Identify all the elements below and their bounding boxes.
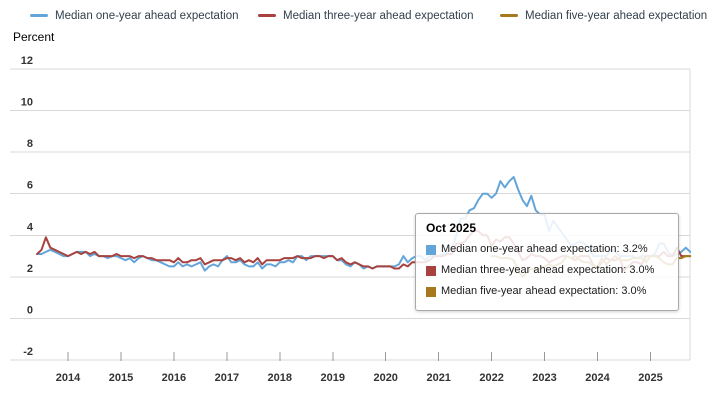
tooltip-row-text: Median five-year ahead expectation: 3.0% — [441, 285, 647, 297]
legend-item-three-year[interactable]: Median three-year ahead expectation — [258, 8, 474, 23]
svg-text:2023: 2023 — [532, 372, 556, 384]
legend-item-one-year[interactable]: Median one-year ahead expectation — [30, 8, 239, 23]
legend-item-five-year[interactable]: Median five-year ahead expectation — [500, 8, 707, 23]
svg-text:2025: 2025 — [638, 372, 662, 384]
svg-text:2016: 2016 — [162, 372, 186, 384]
tooltip-row-text: Median one-year ahead expectation: 3.2% — [441, 243, 648, 255]
svg-text:2018: 2018 — [268, 372, 292, 384]
tooltip-date-title: Oct 2025 — [426, 221, 477, 235]
y-axis-title: Percent — [13, 30, 55, 44]
svg-text:8: 8 — [27, 138, 33, 150]
svg-text:2019: 2019 — [321, 372, 345, 384]
chart-tooltip: Oct 2025 Median one-year ahead expectati… — [415, 213, 679, 311]
tooltip-series-row: Median five-year ahead expectation: 3.0% — [426, 281, 668, 302]
svg-text:4: 4 — [27, 221, 34, 233]
legend-label: Median five-year ahead expectation — [525, 9, 708, 22]
svg-text:2022: 2022 — [479, 372, 503, 384]
three-year-swatch-icon — [426, 265, 436, 276]
svg-text:2015: 2015 — [109, 372, 133, 384]
legend-label: Median three-year ahead expectation — [283, 9, 474, 22]
svg-text:2021: 2021 — [426, 372, 450, 384]
svg-text:12: 12 — [21, 55, 33, 67]
tooltip-series-row: Median one-year ahead expectation: 3.2% — [426, 239, 668, 260]
five-year-swatch-icon — [426, 286, 436, 297]
tooltip-series-row: Median three-year ahead expectation: 3.0… — [426, 260, 668, 281]
legend-label: Median one-year ahead expectation — [55, 9, 239, 22]
svg-text:-2: -2 — [23, 346, 33, 358]
svg-text:10: 10 — [21, 97, 33, 109]
svg-text:2024: 2024 — [585, 372, 610, 384]
svg-text:2017: 2017 — [215, 372, 239, 384]
five-year-line-icon — [500, 14, 518, 17]
three-year-line-icon — [258, 14, 276, 17]
svg-text:0: 0 — [27, 304, 33, 316]
svg-text:6: 6 — [27, 180, 33, 192]
svg-text:2020: 2020 — [373, 372, 397, 384]
one-year-line-icon — [30, 14, 48, 17]
tooltip-row-text: Median three-year ahead expectation: 3.0… — [441, 264, 655, 276]
svg-text:2: 2 — [27, 263, 33, 275]
one-year-swatch-icon — [426, 244, 436, 255]
svg-text:2014: 2014 — [56, 372, 81, 384]
